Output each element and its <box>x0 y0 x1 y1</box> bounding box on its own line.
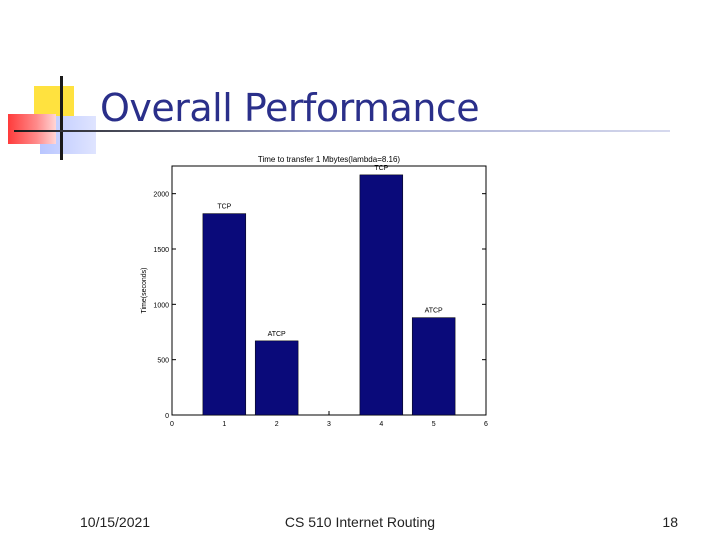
x-tick-label: 3 <box>327 421 331 428</box>
y-tick-label: 1000 <box>153 302 169 309</box>
y-axis-label: Time(seconds) <box>141 267 148 313</box>
y-tick-label: 0 <box>165 413 169 420</box>
x-tick-label: 5 <box>432 421 436 428</box>
bar-5 <box>411 317 456 416</box>
x-tick-label: 0 <box>170 421 174 428</box>
x-tick-label: 1 <box>222 421 226 428</box>
decor-vertical-line <box>60 76 63 160</box>
bar-1 <box>202 213 247 416</box>
bar-2 <box>254 340 299 416</box>
title-underline <box>14 130 670 132</box>
y-tick-label: 2000 <box>153 192 169 199</box>
y-tick-label: 500 <box>157 358 169 365</box>
y-tick-label: 1500 <box>153 247 169 254</box>
page-number: 18 <box>662 514 678 530</box>
bar-4 <box>359 174 404 416</box>
bar-label: TCP <box>217 204 231 211</box>
slide-title: Overall Performance <box>100 86 480 130</box>
bar-label: ATCP <box>268 331 286 338</box>
bar-chart: Time to transfer 1 Mbytes(lambda=8.16) Ti… <box>141 155 488 428</box>
chart-title: Time to transfer 1 Mbytes(lambda=8.16) <box>258 155 401 164</box>
footer-course: CS 510 Internet Routing <box>284 514 436 530</box>
bar-label: ATCP <box>425 308 443 315</box>
x-tick-label: 4 <box>379 421 383 428</box>
footer-date: 10/15/2021 <box>80 514 151 530</box>
x-tick-label: 2 <box>275 421 279 428</box>
x-tick-label: 6 <box>484 421 488 428</box>
decor-red-square <box>8 114 56 144</box>
bar-label: TCP <box>374 165 388 172</box>
